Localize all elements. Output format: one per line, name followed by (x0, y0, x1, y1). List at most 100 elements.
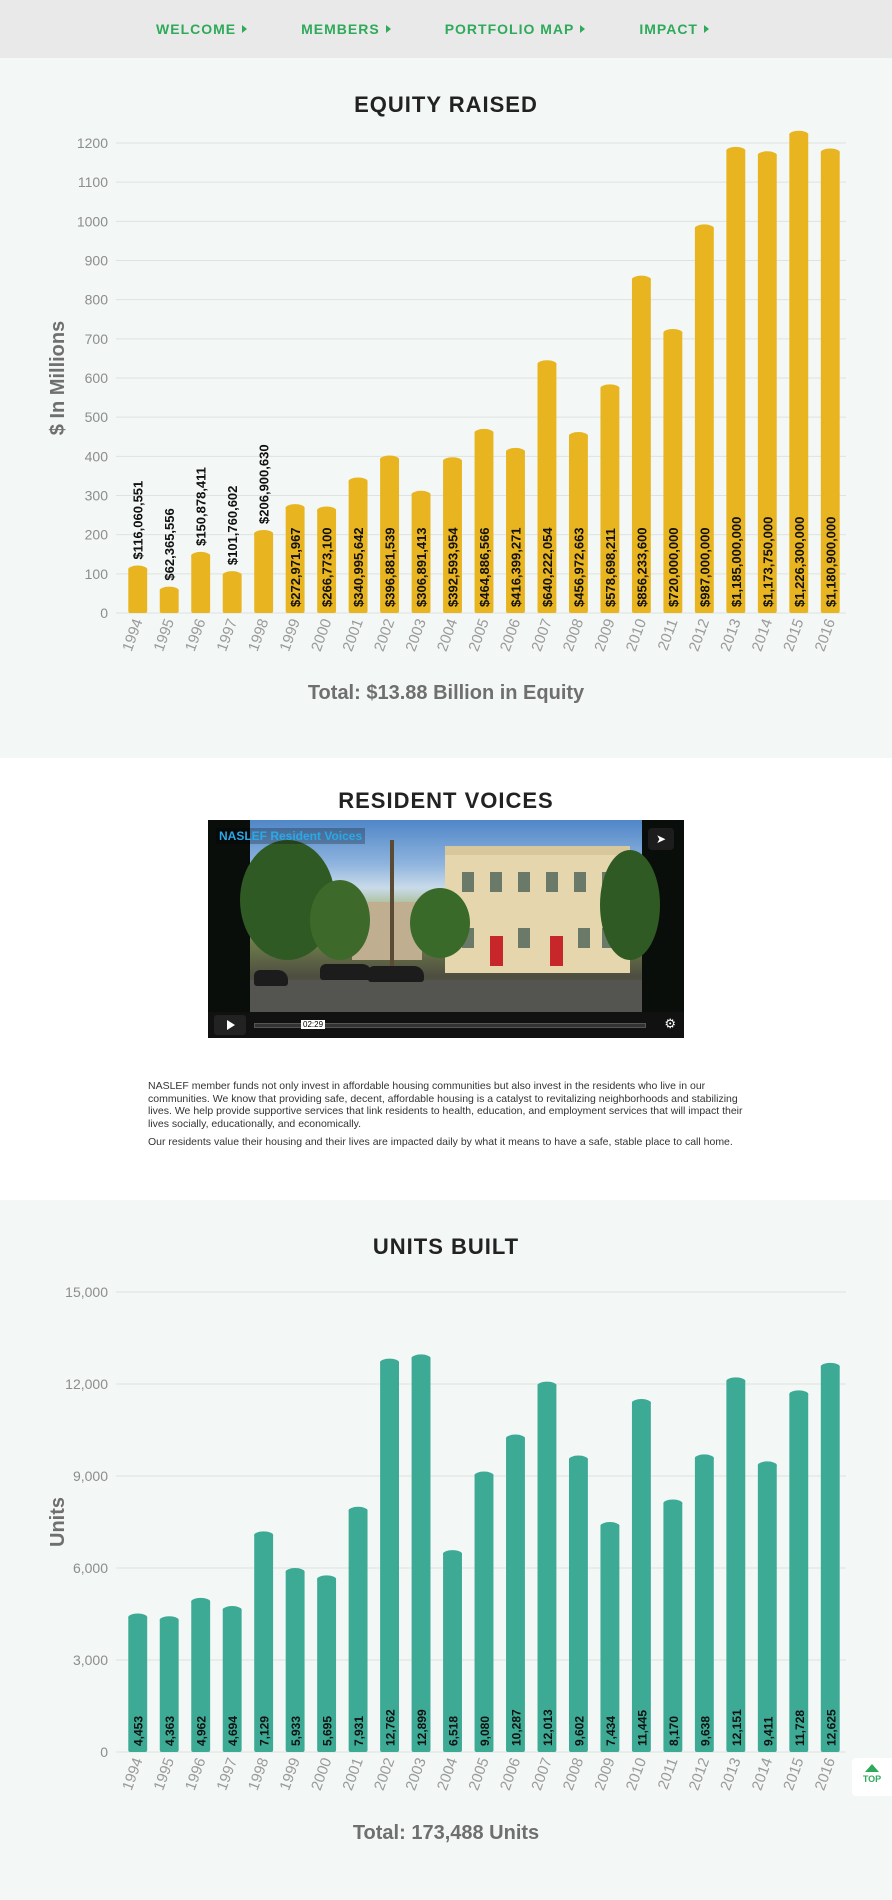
tree (310, 880, 370, 960)
data-label: $306,891,413 (414, 527, 429, 607)
chart-bar (222, 573, 242, 613)
bar-cap (726, 146, 746, 155)
data-label: $206,900,630 (257, 444, 272, 524)
nav-portfolio-map[interactable]: PORTFOLIO MAP (445, 21, 586, 37)
chart-bar (159, 1618, 179, 1752)
house-window (462, 872, 474, 892)
x-tick-label: 1998 (245, 617, 272, 654)
chart-bar (128, 567, 148, 613)
data-label: $856,233,600 (634, 527, 649, 607)
x-tick-label: 2008 (560, 1756, 587, 1793)
x-tick-label: 2015 (780, 1756, 807, 1793)
chart-bar (820, 150, 840, 613)
equity-chart: 0 100 200 300 400 500 600 700 800 900 1000 1100 1200… (47, 130, 846, 654)
chart-bar (726, 1379, 746, 1752)
video-title[interactable]: NASLEF Resident Voices (216, 828, 366, 844)
y-tick-label: 100 (85, 566, 109, 582)
chart-bar (474, 1473, 494, 1752)
x-tick-label: 2004 (434, 617, 461, 654)
x-tick-label: 2014 (749, 617, 776, 654)
y-tick-label: 800 (85, 292, 109, 308)
nav-members-label: MEMBERS (301, 21, 380, 37)
bar-cap (285, 1568, 305, 1577)
bar-cap (411, 1354, 431, 1363)
chart-bar (820, 1364, 840, 1752)
chart-bar (663, 331, 683, 613)
voices-title: RESIDENT VOICES (338, 788, 554, 813)
y-tick-label: 900 (85, 253, 109, 269)
bar-cap (474, 1471, 494, 1480)
data-label: $416,399,271 (508, 527, 523, 607)
chart-bar (757, 153, 777, 613)
x-tick-label: 2013 (717, 617, 744, 654)
bar-cap (411, 490, 431, 499)
x-tick-label: 2006 (497, 1756, 524, 1793)
y-tick-label: 500 (85, 409, 109, 425)
play-button[interactable] (214, 1015, 246, 1035)
bar-cap (663, 329, 683, 337)
y-tick-label: 700 (85, 331, 109, 347)
bar-cap (159, 586, 179, 595)
x-tick-label: 2011 (655, 617, 682, 653)
chart-bar (537, 362, 557, 613)
nav-impact[interactable]: IMPACT (639, 21, 709, 37)
bar-cap (128, 565, 148, 574)
nav-welcome[interactable]: WELCOME (156, 21, 248, 37)
chart-bar (191, 1599, 211, 1752)
x-tick-label: 2008 (560, 617, 587, 654)
units-section: UNITS BUILT 0 3,000 6,000 9,000 12,000 15,000… (0, 1200, 892, 1900)
chart-bar (726, 148, 746, 613)
x-tick-label: 2005 (465, 1756, 492, 1793)
equity-section: EQUITY RAISED 0 100 200 300 400 500 600 700 800 9… (0, 58, 892, 758)
data-label: 9,080 (478, 1716, 492, 1746)
y-axis-label: $ In Millions (47, 321, 69, 435)
chart-bar (380, 457, 400, 613)
data-label: $116,060,551 (131, 481, 146, 560)
utility-pole (390, 840, 394, 970)
top-nav: WELCOME MEMBERS PORTFOLIO MAP IMPACT (0, 0, 892, 58)
data-label: 12,762 (384, 1709, 398, 1746)
data-label: $266,773,100 (320, 527, 335, 607)
video-progress-bar[interactable]: 02:29 (254, 1020, 646, 1029)
x-tick-label: 2002 (371, 617, 398, 654)
y-tick-label: 6,000 (73, 1560, 108, 1576)
video-player[interactable]: NASLEF Resident Voices ➤ 02:29 ⚙ (208, 820, 684, 1038)
share-icon[interactable]: ➤ (648, 828, 674, 850)
bar-cap (600, 1522, 620, 1531)
top-label: TOP (862, 1774, 882, 1784)
data-label: 4,363 (163, 1716, 177, 1746)
chart-bar (568, 434, 588, 613)
resident-voices-section: RESIDENT VOICES (0, 758, 892, 1200)
bar-cap (317, 1575, 337, 1584)
gear-icon[interactable]: ⚙ (664, 1016, 676, 1031)
data-label: $640,222,054 (540, 527, 555, 607)
chart-bar (443, 1552, 462, 1752)
x-tick-label: 2010 (623, 617, 650, 654)
data-label: 9,602 (572, 1716, 586, 1746)
back-to-top-button[interactable]: TOP (852, 1758, 892, 1796)
data-label: $578,698,211 (603, 528, 618, 607)
x-tick-label: 2005 (465, 617, 492, 654)
caret-right-icon (242, 25, 248, 33)
data-label: 7,434 (604, 1716, 618, 1746)
chart-bar (443, 459, 462, 613)
y-tick-label: 600 (85, 370, 109, 386)
nav-members[interactable]: MEMBERS (301, 21, 391, 37)
y-tick-label: 400 (85, 448, 109, 464)
arrow-up-icon (865, 1764, 879, 1772)
bar-cap (474, 428, 494, 437)
x-tick-label: 1998 (245, 1756, 272, 1793)
voices-paragraph-1: NASLEF member funds not only invest in a… (148, 1080, 743, 1130)
x-tick-label: 2007 (528, 1756, 555, 1793)
data-label: $456,972,663 (571, 527, 586, 607)
data-label: $62,365,556 (162, 508, 177, 580)
x-tick-label: 1999 (276, 1756, 303, 1793)
y-tick-label: 1100 (78, 174, 108, 190)
house-window (518, 872, 530, 892)
bar-cap (254, 529, 274, 538)
house-window (546, 872, 558, 892)
bar-cap (568, 432, 588, 441)
data-label: $1,185,000,000 (729, 517, 744, 607)
x-tick-label: 2007 (528, 617, 555, 654)
chart-bar (474, 430, 494, 613)
